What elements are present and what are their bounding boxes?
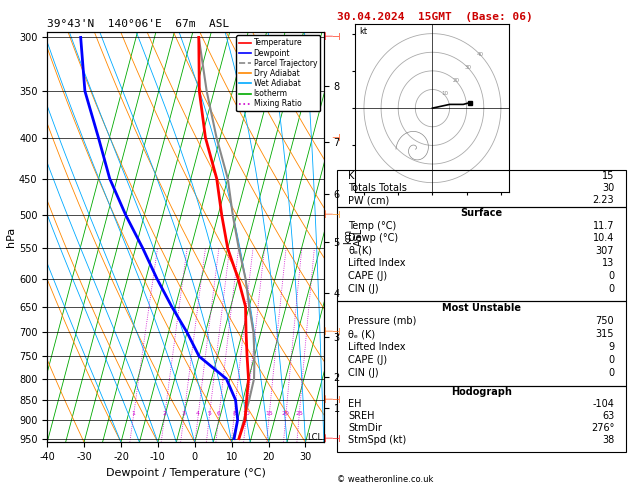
Text: 0: 0 <box>608 368 615 378</box>
Text: 20: 20 <box>453 78 460 83</box>
Text: ⊣: ⊣ <box>331 328 340 337</box>
Text: SREH: SREH <box>348 411 375 421</box>
Text: 276°: 276° <box>591 423 615 433</box>
Text: 2: 2 <box>162 411 167 416</box>
Legend: Temperature, Dewpoint, Parcel Trajectory, Dry Adiabat, Wet Adiabat, Isotherm, Mi: Temperature, Dewpoint, Parcel Trajectory… <box>236 35 320 111</box>
Y-axis label: hPa: hPa <box>6 227 16 247</box>
Text: Hodograph: Hodograph <box>451 387 511 398</box>
Text: ⊢: ⊢ <box>323 434 333 444</box>
Text: θₑ(K): θₑ(K) <box>348 246 372 256</box>
Text: 30: 30 <box>465 65 472 70</box>
Text: 20: 20 <box>282 411 290 416</box>
Text: 15: 15 <box>602 171 615 181</box>
Text: Surface: Surface <box>460 208 502 218</box>
Text: 9: 9 <box>608 342 615 352</box>
Text: ⊢: ⊢ <box>323 210 333 220</box>
Text: 750: 750 <box>596 316 615 326</box>
Text: 6: 6 <box>217 411 221 416</box>
Text: 315: 315 <box>596 329 615 339</box>
Text: 3: 3 <box>182 411 186 416</box>
Text: 30: 30 <box>602 183 615 193</box>
Text: ⊣: ⊣ <box>331 434 340 444</box>
Text: ⊢: ⊢ <box>323 328 333 337</box>
Text: kt: kt <box>359 27 367 35</box>
Text: 8: 8 <box>232 411 236 416</box>
Text: 10.4: 10.4 <box>593 233 615 243</box>
Text: 30.04.2024  15GMT  (Base: 06): 30.04.2024 15GMT (Base: 06) <box>337 12 532 22</box>
Text: 38: 38 <box>602 435 615 445</box>
Text: 63: 63 <box>602 411 615 421</box>
Text: 15: 15 <box>265 411 273 416</box>
Text: ⊣: ⊣ <box>331 33 340 42</box>
Text: 39°43'N  140°06'E  67m  ASL: 39°43'N 140°06'E 67m ASL <box>47 19 230 30</box>
Text: Lifted Index: Lifted Index <box>348 342 406 352</box>
Text: 5: 5 <box>208 411 211 416</box>
Text: 10: 10 <box>242 411 250 416</box>
Text: CIN (J): CIN (J) <box>348 368 379 378</box>
Text: 25: 25 <box>295 411 303 416</box>
X-axis label: Dewpoint / Temperature (°C): Dewpoint / Temperature (°C) <box>106 468 265 478</box>
Text: 40: 40 <box>477 52 484 57</box>
Text: StmDir: StmDir <box>348 423 382 433</box>
Text: 13: 13 <box>602 259 615 268</box>
Text: © weatheronline.co.uk: © weatheronline.co.uk <box>337 474 433 484</box>
Text: 10: 10 <box>441 91 448 96</box>
Text: CAPE (J): CAPE (J) <box>348 355 387 365</box>
Text: 0: 0 <box>608 284 615 294</box>
Text: Dewp (°C): Dewp (°C) <box>348 233 398 243</box>
Text: 0: 0 <box>608 355 615 365</box>
Text: ⊣: ⊣ <box>331 210 340 220</box>
Text: ⊢: ⊢ <box>323 395 333 405</box>
Text: -104: -104 <box>593 399 615 409</box>
Text: θₑ (K): θₑ (K) <box>348 329 376 339</box>
Text: 4: 4 <box>196 411 200 416</box>
Text: 1: 1 <box>131 411 135 416</box>
Text: CIN (J): CIN (J) <box>348 284 379 294</box>
Text: 0: 0 <box>608 271 615 281</box>
Text: StmSpd (kt): StmSpd (kt) <box>348 435 406 445</box>
Text: Most Unstable: Most Unstable <box>442 303 521 313</box>
Text: EH: EH <box>348 399 362 409</box>
Y-axis label: km
ASL: km ASL <box>343 228 364 246</box>
Text: ⊣: ⊣ <box>331 133 340 142</box>
Text: Temp (°C): Temp (°C) <box>348 221 396 230</box>
Text: 11.7: 11.7 <box>593 221 615 230</box>
Text: ⊢: ⊢ <box>323 33 333 42</box>
Text: Pressure (mb): Pressure (mb) <box>348 316 416 326</box>
Text: 2.23: 2.23 <box>593 195 615 206</box>
Text: K: K <box>348 171 355 181</box>
Text: CAPE (J): CAPE (J) <box>348 271 387 281</box>
Text: Totals Totals: Totals Totals <box>348 183 407 193</box>
Text: ⊣: ⊣ <box>331 395 340 405</box>
Text: 307: 307 <box>596 246 615 256</box>
Text: LCL: LCL <box>307 434 322 442</box>
Text: PW (cm): PW (cm) <box>348 195 389 206</box>
Text: Lifted Index: Lifted Index <box>348 259 406 268</box>
